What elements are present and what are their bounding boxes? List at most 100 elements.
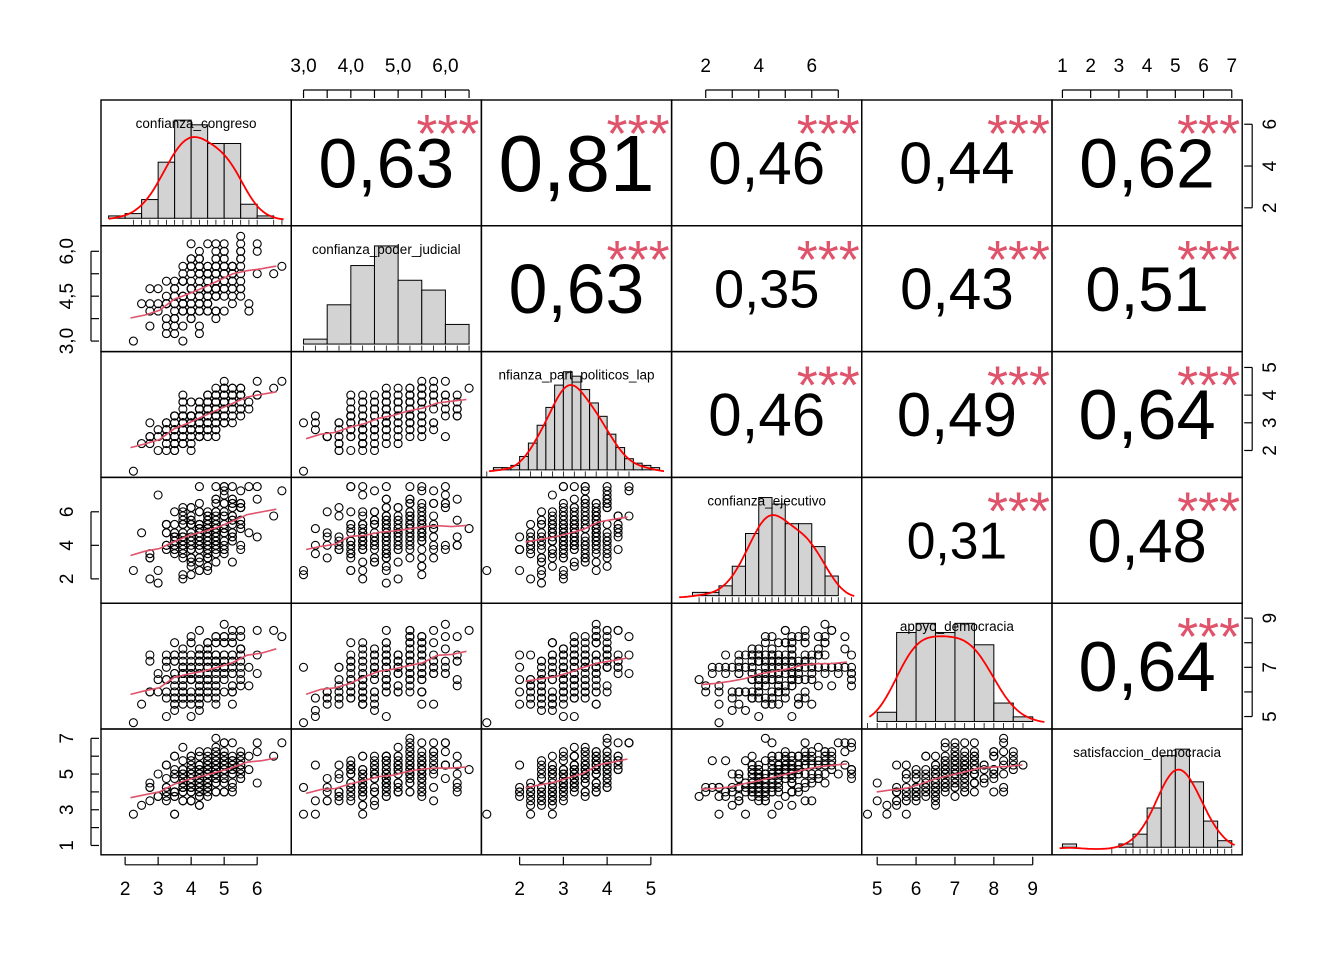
scatter-point-5-1 bbox=[429, 738, 439, 748]
scatter-point-5-4 bbox=[979, 765, 989, 775]
scatter-point-5-3 bbox=[760, 787, 770, 797]
scatter-point-4-2 bbox=[558, 693, 568, 703]
scatter-point-3-0 bbox=[236, 498, 246, 508]
scatter-point-3-1 bbox=[429, 553, 439, 563]
scatter-point-2-0 bbox=[170, 445, 180, 456]
scatter-point-2-0 bbox=[170, 439, 180, 449]
scatter-point-3-0 bbox=[203, 515, 213, 525]
scatter-point-4-1 bbox=[334, 699, 344, 709]
scatter-point-4-0 bbox=[211, 638, 221, 648]
scatter-point-3-1 bbox=[381, 494, 391, 504]
scatter-point-5-4 bbox=[979, 773, 989, 784]
scatter-point-4-1 bbox=[369, 650, 380, 660]
scatter-point-1-0 bbox=[170, 306, 180, 316]
scatter-point-2-1 bbox=[417, 432, 427, 442]
scatter-point-1-0 bbox=[227, 291, 237, 301]
scatter-point-5-1 bbox=[429, 796, 439, 806]
scatter-point-5-1 bbox=[381, 782, 391, 792]
smooth-line-1-0 bbox=[130, 265, 277, 319]
scatter-point-1-0 bbox=[227, 276, 237, 286]
scatter-point-3-0 bbox=[178, 507, 188, 517]
tick-label-right-confianza_part_politicos_lap: 4 bbox=[1260, 389, 1281, 400]
scatter-point-5-1 bbox=[381, 778, 391, 788]
scatter-point-1-0 bbox=[211, 314, 221, 324]
scatter-point-3-0 bbox=[145, 574, 155, 584]
scatter-point-2-0 bbox=[219, 418, 229, 428]
scatter-point-4-2 bbox=[580, 687, 590, 697]
scatter-point-5-2 bbox=[569, 760, 579, 770]
scatter-point-3-1 bbox=[440, 490, 450, 500]
scatter-point-5-3 bbox=[820, 769, 830, 779]
scatter-point-5-0 bbox=[161, 773, 171, 784]
scatter-point-5-3 bbox=[727, 800, 737, 810]
scatter-point-5-1 bbox=[322, 773, 332, 784]
scatter-point-4-2 bbox=[569, 675, 579, 685]
scatter-point-3-2 bbox=[569, 482, 579, 492]
scatter-point-4-3 bbox=[767, 687, 777, 697]
scatter-point-1-0 bbox=[194, 299, 204, 309]
scatter-point-5-1 bbox=[346, 769, 356, 779]
scatter-point-5-0 bbox=[153, 769, 163, 779]
scatter-point-4-3 bbox=[767, 675, 777, 685]
scatter-point-1-0 bbox=[153, 284, 163, 294]
histogram-bar-confianza_congreso-6 bbox=[207, 142, 225, 219]
histogram-bar-apoyo_democracia-1 bbox=[896, 632, 917, 722]
scatter-point-4-1 bbox=[381, 650, 391, 660]
scatter-point-4-1 bbox=[405, 632, 415, 642]
scatter-point-3-1 bbox=[298, 565, 309, 576]
scatter-point-4-2 bbox=[591, 656, 601, 666]
scatter-point-5-3 bbox=[747, 765, 757, 775]
scatter-point-5-2 bbox=[580, 760, 590, 770]
scatter-point-3-2 bbox=[613, 528, 623, 538]
scatter-point-5-3 bbox=[714, 809, 724, 819]
scatter-point-3-2 bbox=[602, 528, 612, 538]
scatter-point-4-1 bbox=[346, 681, 356, 691]
scatter-point-4-0 bbox=[227, 681, 237, 691]
scatter-point-5-0 bbox=[178, 782, 188, 792]
scatter-point-5-3 bbox=[807, 796, 817, 806]
scatter-point-5-4 bbox=[940, 773, 950, 784]
scatter-point-5-4 bbox=[930, 751, 941, 761]
scatter-point-4-2 bbox=[569, 656, 579, 666]
scatter-point-2-0 bbox=[244, 397, 254, 407]
scatter-point-4-3 bbox=[800, 625, 810, 635]
scatter-point-5-1 bbox=[405, 760, 415, 770]
scatter-point-5-4 bbox=[1008, 751, 1018, 761]
scatter-point-5-2 bbox=[558, 765, 568, 775]
scatter-point-2-0 bbox=[203, 425, 213, 435]
scatter-point-3-1 bbox=[358, 519, 368, 529]
scatter-point-4-0 bbox=[186, 699, 196, 709]
scatter-point-5-4 bbox=[901, 796, 911, 806]
scatter-point-4-3 bbox=[721, 668, 731, 679]
scatter-point-3-1 bbox=[369, 519, 380, 529]
scatter-point-4-0 bbox=[236, 632, 246, 642]
scatter-point-2-1 bbox=[358, 425, 368, 435]
scatter-point-5-3 bbox=[774, 773, 784, 784]
scatter-point-4-3 bbox=[813, 644, 823, 654]
scatter-point-3-0 bbox=[161, 519, 171, 529]
scatter-point-1-0 bbox=[153, 299, 163, 309]
scatter-point-1-0 bbox=[236, 276, 246, 286]
tick-label-bottom-confianza_congreso: 2 bbox=[120, 879, 131, 900]
scatter-point-5-1 bbox=[405, 738, 415, 748]
scatter-point-4-1 bbox=[405, 650, 415, 660]
scatter-point-5-3 bbox=[793, 787, 804, 797]
tick-label-top-confianza_ejecutivo: 6 bbox=[806, 56, 817, 77]
scatter-point-5-3 bbox=[747, 787, 757, 797]
scatter-point-5-1 bbox=[405, 756, 415, 766]
scatter-point-4-2 bbox=[526, 650, 536, 660]
scatter-point-5-3 bbox=[793, 760, 804, 770]
scatter-point-4-0 bbox=[252, 668, 262, 679]
scatter-point-5-4 bbox=[882, 800, 892, 810]
tick-label-left-satisfaccion_democracia: 7 bbox=[57, 733, 78, 744]
scatter-point-3-0 bbox=[137, 528, 147, 538]
scatter-point-5-2 bbox=[602, 756, 612, 766]
scatter-point-3-2 bbox=[602, 482, 612, 492]
scatter-point-3-2 bbox=[482, 565, 492, 576]
scatter-point-4-0 bbox=[227, 638, 237, 648]
scatter-point-4-2 bbox=[591, 650, 601, 660]
scatter-point-4-1 bbox=[346, 638, 356, 648]
scatter-point-4-1 bbox=[429, 662, 439, 672]
scatter-point-1-0 bbox=[236, 246, 246, 256]
scatter-point-4-3 bbox=[754, 644, 764, 654]
